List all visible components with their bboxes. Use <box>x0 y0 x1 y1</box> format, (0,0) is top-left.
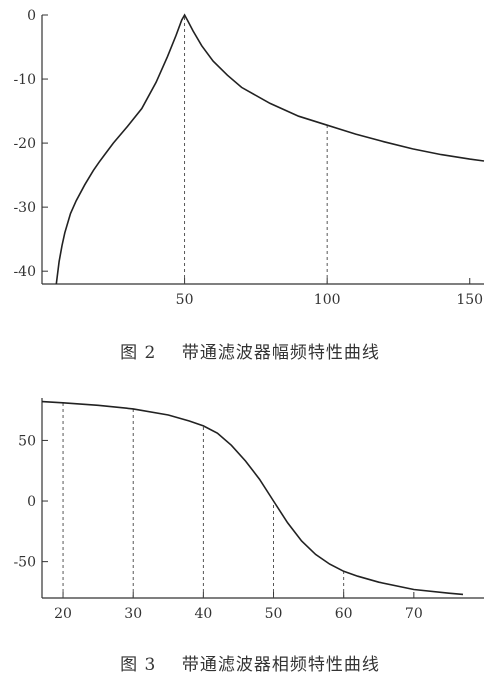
x-tick-label: 50 <box>265 606 283 622</box>
series-line <box>41 400 464 596</box>
y-tick-label: -50 <box>13 555 36 571</box>
y-tick-label: -40 <box>13 264 36 280</box>
y-tick-label: 50 <box>18 433 36 449</box>
x-tick-label: 70 <box>405 606 423 622</box>
x-tick-label: 50 <box>176 292 194 308</box>
x-tick-label: 40 <box>194 606 212 622</box>
magnitude-chart: 0 -10 -20 -30 -40 50 100 150 <box>13 8 485 308</box>
y-tick-label: -20 <box>13 136 36 152</box>
y-tick-label: 0 <box>27 8 36 24</box>
y-tick-label: -30 <box>13 200 36 216</box>
series-line <box>55 13 485 285</box>
x-tick-label: 30 <box>124 606 142 622</box>
phase-chart: 50 0 -50 20 30 40 50 60 70 <box>13 398 484 622</box>
x-tick-label: 100 <box>314 292 341 308</box>
y-tick-label: -10 <box>13 72 36 88</box>
y-tick-label: 0 <box>27 494 36 510</box>
x-tick-label: 150 <box>456 292 483 308</box>
x-tick-label: 20 <box>54 606 72 622</box>
x-tick-label: 60 <box>335 606 353 622</box>
figure-3-caption: 图 3 带通滤波器相频特性曲线 <box>120 655 380 675</box>
figure-2-caption: 图 2 带通滤波器幅频特性曲线 <box>120 343 380 363</box>
